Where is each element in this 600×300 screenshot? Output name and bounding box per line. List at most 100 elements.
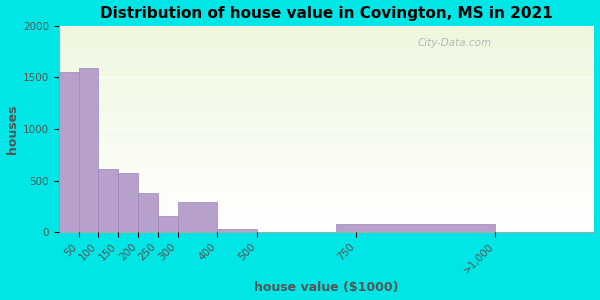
Bar xyxy=(59,216,595,218)
Bar xyxy=(59,38,595,40)
Bar xyxy=(59,28,595,30)
Bar xyxy=(59,189,595,191)
Bar xyxy=(59,100,595,102)
Bar xyxy=(59,82,595,84)
Bar xyxy=(59,75,595,77)
Bar xyxy=(59,112,595,115)
Bar xyxy=(59,84,595,86)
Bar xyxy=(59,195,595,197)
Bar xyxy=(59,57,595,59)
Bar xyxy=(59,44,595,46)
Bar xyxy=(59,174,595,176)
Bar xyxy=(59,94,595,96)
Bar xyxy=(59,158,595,160)
Bar xyxy=(59,166,595,168)
Bar xyxy=(59,40,595,42)
Bar xyxy=(59,61,595,63)
Bar xyxy=(59,65,595,67)
Bar xyxy=(59,55,595,57)
Bar xyxy=(59,121,595,123)
Bar xyxy=(59,110,595,112)
Bar xyxy=(59,108,595,110)
Bar xyxy=(59,88,595,90)
Bar xyxy=(59,150,595,152)
Bar xyxy=(59,143,595,146)
Bar xyxy=(59,119,595,121)
Bar xyxy=(337,224,495,232)
Bar xyxy=(59,220,595,222)
Bar xyxy=(59,226,595,228)
Bar xyxy=(59,209,595,211)
Bar xyxy=(59,201,595,203)
Bar xyxy=(158,216,178,232)
Bar xyxy=(59,205,595,207)
Bar xyxy=(59,106,595,108)
Bar xyxy=(59,69,595,71)
Y-axis label: houses: houses xyxy=(5,104,19,154)
Bar xyxy=(59,131,595,133)
Bar xyxy=(59,191,595,193)
Bar xyxy=(59,59,595,61)
Bar xyxy=(59,26,595,28)
Bar xyxy=(59,133,595,135)
Bar xyxy=(59,203,595,205)
Bar xyxy=(59,77,595,80)
Bar xyxy=(59,92,595,94)
Bar xyxy=(59,139,595,141)
Bar xyxy=(59,214,595,216)
Bar xyxy=(59,152,595,154)
Bar xyxy=(178,202,217,232)
Bar xyxy=(59,228,595,230)
Bar xyxy=(59,90,595,92)
Bar xyxy=(59,73,595,75)
Bar xyxy=(59,127,595,129)
Bar xyxy=(217,229,257,232)
Bar xyxy=(59,178,595,181)
Bar xyxy=(59,207,595,209)
Bar xyxy=(59,135,595,137)
Bar xyxy=(59,125,595,127)
Bar xyxy=(59,67,595,69)
Bar xyxy=(59,170,595,172)
Bar xyxy=(59,176,595,178)
Bar xyxy=(118,173,138,232)
Bar xyxy=(59,199,595,201)
Bar xyxy=(138,193,158,232)
Bar xyxy=(59,162,595,164)
X-axis label: house value ($1000): house value ($1000) xyxy=(254,281,399,294)
Bar xyxy=(59,102,595,104)
Title: Distribution of house value in Covington, MS in 2021: Distribution of house value in Covington… xyxy=(100,6,553,21)
Bar xyxy=(59,51,595,53)
Bar xyxy=(59,80,595,82)
Bar xyxy=(59,197,595,199)
Bar xyxy=(59,181,595,183)
Bar xyxy=(59,32,595,34)
Bar xyxy=(59,164,595,166)
Bar xyxy=(59,183,595,184)
Bar xyxy=(59,230,595,232)
Bar xyxy=(59,172,595,174)
Bar xyxy=(59,71,595,73)
Bar xyxy=(59,148,595,150)
Bar xyxy=(59,187,595,189)
Bar xyxy=(59,86,595,88)
Bar xyxy=(59,46,595,49)
Bar xyxy=(59,154,595,156)
Bar xyxy=(59,168,595,170)
Bar xyxy=(59,34,595,36)
Bar xyxy=(59,218,595,220)
Bar xyxy=(59,123,595,125)
Bar xyxy=(59,72,79,232)
Bar xyxy=(59,49,595,51)
Bar xyxy=(59,193,595,195)
Bar xyxy=(59,115,595,117)
Bar xyxy=(59,42,595,44)
Bar xyxy=(59,156,595,158)
Bar xyxy=(59,98,595,100)
Bar xyxy=(59,53,595,55)
Bar xyxy=(59,141,595,143)
Bar xyxy=(59,222,595,224)
Bar xyxy=(59,160,595,162)
Bar xyxy=(59,224,595,226)
Bar xyxy=(79,68,98,232)
